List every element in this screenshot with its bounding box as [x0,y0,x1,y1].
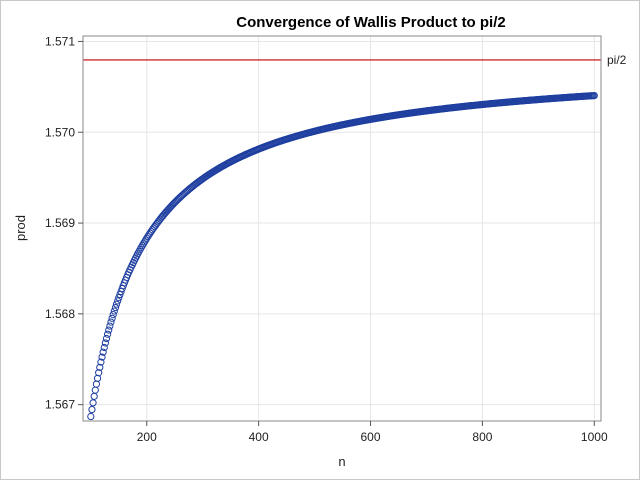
grid-lines [83,36,601,421]
data-point [100,343,108,352]
data-point [139,240,148,248]
y-axis-ticks: 1.567 1.568 1.569 1.570 1.571 [45,34,83,412]
data-point [87,412,95,421]
data-point [91,386,99,394]
data-points [87,92,598,421]
data-point [590,92,598,100]
y-tick-label: 1.571 [45,34,75,48]
x-axis-ticks: 200 400 600 800 1000 [137,421,608,444]
y-tick-label: 1.570 [45,125,75,139]
data-point [110,307,118,315]
data-point [105,326,113,334]
data-point [96,363,104,371]
data-point [107,318,115,326]
x-tick-label: 1000 [581,430,608,444]
data-point [115,294,123,302]
data-point [102,334,111,343]
x-tick-label: 400 [249,430,269,444]
data-point [92,380,101,388]
data-point [142,236,150,244]
y-tick-label: 1.569 [45,216,75,230]
data-point [101,339,109,347]
reference-line-label: pi/2 [607,53,627,67]
reference-line-group: pi/2 [83,53,627,67]
data-point [97,358,105,366]
y-tick-label: 1.568 [45,307,75,321]
y-axis-label: prod [13,215,28,241]
data-point [104,330,112,338]
chart-title: Convergence of Wallis Product to pi/2 [236,14,505,31]
plot-area-border [82,35,602,422]
data-point [109,311,117,319]
data-point [106,322,114,330]
data-point [114,297,122,305]
y-tick-label: 1.567 [45,398,75,412]
data-point [140,238,149,246]
data-point [116,290,124,299]
data-point [98,353,106,361]
x-tick-label: 800 [472,430,492,444]
data-point [90,392,98,400]
data-point [95,369,103,377]
data-point [112,300,121,308]
x-tick-label: 600 [361,430,381,444]
x-axis-label: n [338,454,345,469]
data-point [88,405,96,414]
data-point [108,314,116,322]
x-tick-label: 200 [137,430,157,444]
data-point [99,348,107,356]
data-point [111,303,120,312]
